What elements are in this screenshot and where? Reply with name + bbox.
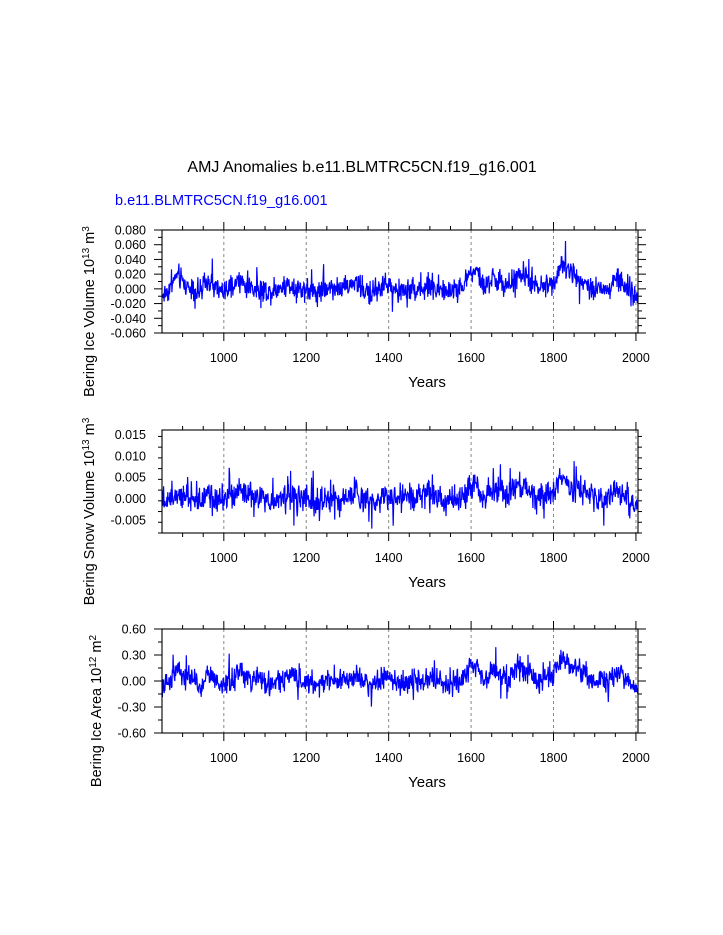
y-label-exponent: 12 (88, 656, 99, 668)
x-tick-label: 1000 (210, 751, 238, 765)
y-label-unit-exponent: 3 (81, 226, 92, 232)
y-axis-label: Bering Snow Volume 1013 m3 (81, 417, 99, 605)
x-tick-label: 1600 (457, 751, 485, 765)
panel-ice-area: 1000 1200 1400 1600 1800 2000 -0.60 -0.30 0.00 0.… (88, 621, 650, 791)
plot-frame (161, 229, 639, 334)
y-tick-label: -0.040 (111, 312, 146, 326)
y-label-exponent: 13 (81, 439, 92, 451)
x-tick-label: 1400 (375, 551, 403, 565)
x-tick-label: 1800 (540, 751, 568, 765)
y-tick-label: -0.30 (118, 701, 147, 715)
y-tick-label: 0.080 (115, 224, 146, 238)
y-tick-label: 0.015 (115, 428, 146, 442)
y-label-text: Bering Ice Area 10 (89, 668, 105, 787)
x-tick-label: 1800 (540, 551, 568, 565)
case-label: b.e11.BLMTRC5CN.f19_g16.001 (115, 193, 328, 209)
x-axis-label: Years (408, 374, 446, 391)
panel-ice-volume: 1000 1200 1400 1600 1800 2000 -0.060-0.040-0.0… (81, 222, 650, 397)
y-label-unit-exponent: 2 (88, 635, 99, 641)
x-axis-label: Years (408, 774, 446, 791)
x-tick-label: 1600 (457, 551, 485, 565)
x-tick-label: 2000 (622, 751, 650, 765)
y-label-unit: m (89, 641, 105, 657)
series-line (161, 240, 639, 312)
y-tick-label: -0.60 (118, 727, 147, 741)
y-tick-label: 0.020 (115, 268, 146, 282)
x-tick-label: 1600 (457, 351, 485, 365)
y-axis-label: Bering Ice Volume 1013 m3 (81, 226, 99, 397)
x-tick-label: 1200 (292, 551, 320, 565)
y-label-unit: m (82, 423, 98, 439)
y-tick-label: 0.010 (115, 449, 146, 463)
y-tick-label: 0.060 (115, 238, 146, 252)
y-label-text: Bering Ice Volume 10 (82, 259, 98, 397)
y-tick-label: 0.000 (115, 282, 146, 296)
x-tick-label: 1800 (540, 351, 568, 365)
x-tick-label: 1000 (210, 551, 238, 565)
x-tick-label: 1200 (292, 751, 320, 765)
series-line (161, 647, 639, 707)
y-tick-label: -0.060 (111, 327, 146, 341)
panel-snow-volume: 1000 1200 1400 1600 1800 2000 -0.005 0.000 0.005… (81, 417, 650, 605)
x-axis-label: Years (408, 574, 446, 591)
y-axis-label: Bering Ice Area 1012 m2 (88, 635, 106, 788)
y-label-unit-exponent: 3 (81, 417, 92, 423)
x-tick-label: 1200 (292, 351, 320, 365)
y-tick-label: 0.60 (122, 623, 146, 637)
y-label-exponent: 13 (81, 247, 92, 259)
y-tick-label: 0.30 (122, 649, 146, 663)
x-tick-label: 2000 (622, 351, 650, 365)
x-tick-label: 2000 (622, 551, 650, 565)
y-label-unit: m (82, 232, 98, 248)
panels: 1000 1200 1400 1600 1800 2000-0.060-0.040-0.0… (81, 222, 650, 791)
y-tick-label: 0.040 (115, 253, 146, 267)
y-tick-label: 0.000 (115, 492, 146, 506)
plot-frame (161, 429, 639, 534)
y-tick-label: 0.00 (122, 675, 146, 689)
y-tick-label: 0.005 (115, 471, 146, 485)
x-tick-label: 1000 (210, 351, 238, 365)
y-label-text: Bering Snow Volume 10 (82, 451, 98, 606)
y-tick-label: -0.005 (111, 514, 146, 528)
figure-title: AMJ Anomalies b.e11.BLMTRC5CN.f19_g16.00… (187, 159, 536, 176)
x-tick-label: 1400 (375, 751, 403, 765)
y-tick-label: -0.020 (111, 297, 146, 311)
series-line (161, 461, 639, 529)
x-tick-label: 1400 (375, 351, 403, 365)
